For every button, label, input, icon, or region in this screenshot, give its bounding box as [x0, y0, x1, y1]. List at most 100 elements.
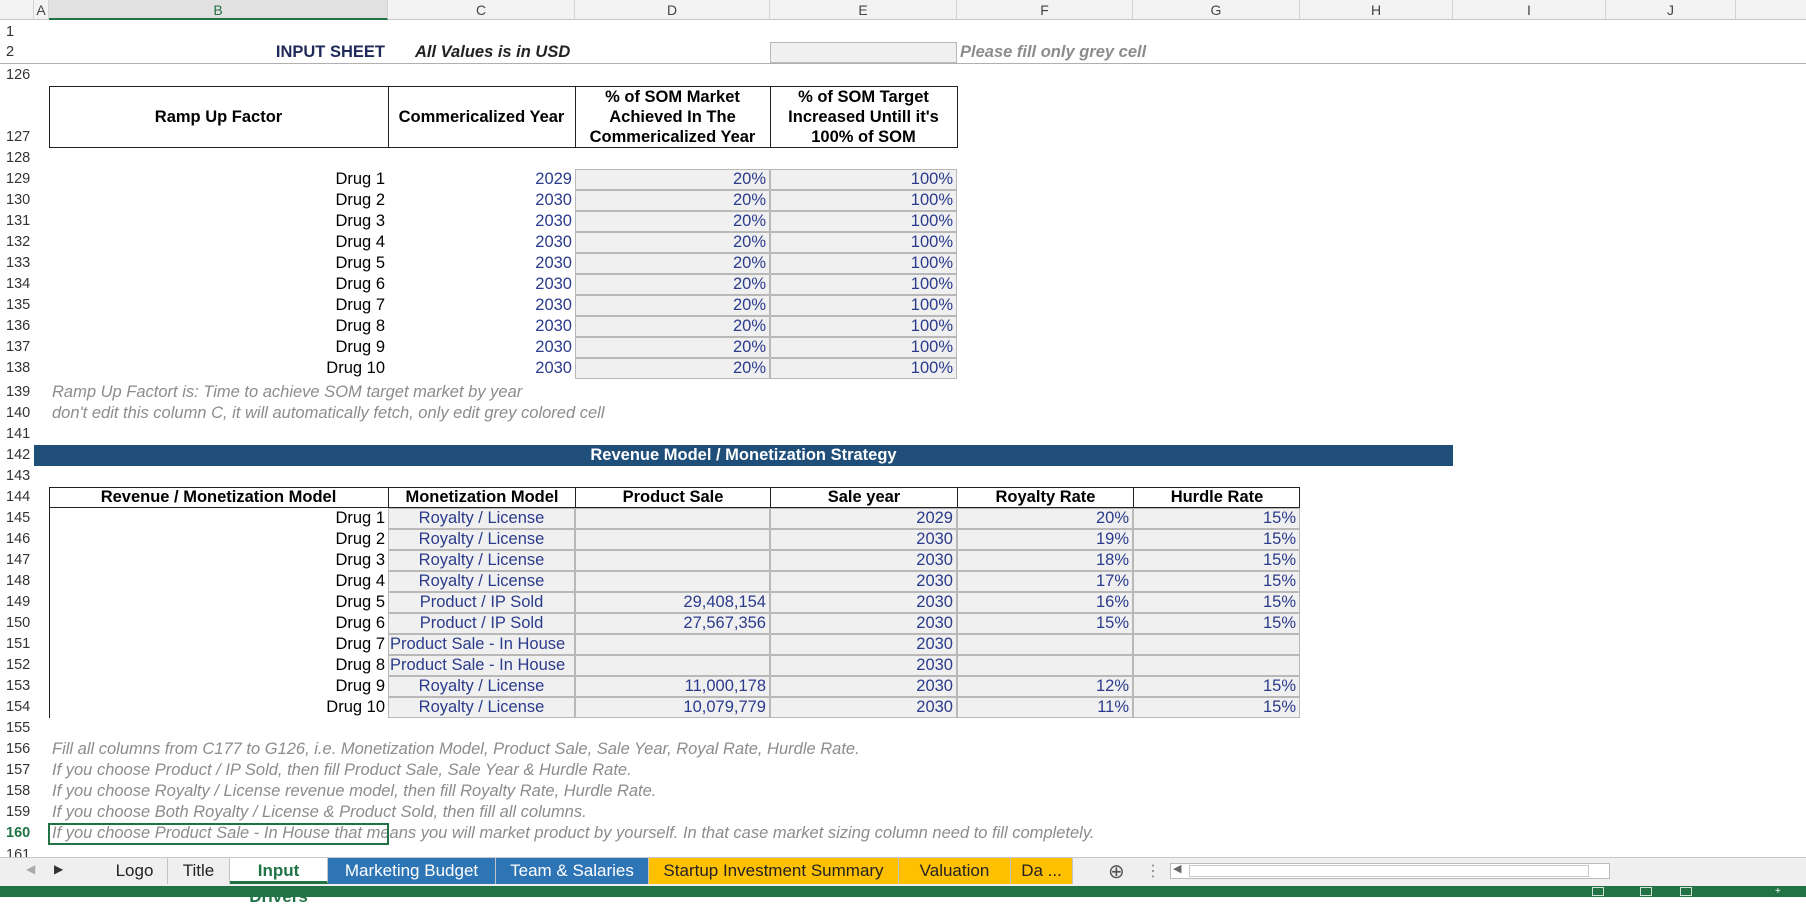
column-header-g[interactable]: G: [1133, 0, 1300, 20]
sheet-tab[interactable]: Marketing Budget: [328, 858, 496, 884]
hurdle-rate-input[interactable]: 15%: [1133, 550, 1300, 571]
product-sale-input[interactable]: 11,000,178: [575, 676, 770, 697]
hurdle-rate-input[interactable]: 15%: [1133, 592, 1300, 613]
hurdle-rate-input[interactable]: [1133, 655, 1300, 676]
row-header[interactable]: 144: [0, 487, 34, 508]
royalty-rate-input[interactable]: 12%: [957, 676, 1133, 697]
sheet-tab[interactable]: Team & Salaries: [496, 858, 649, 884]
monetization-model-select[interactable]: Product / IP Sold: [388, 613, 575, 634]
rampup-som-target-input[interactable]: 100%: [770, 316, 957, 337]
monetization-model-select[interactable]: Royalty / License: [388, 571, 575, 592]
sale-year-input[interactable]: 2030: [770, 697, 957, 718]
row-header[interactable]: 151: [0, 634, 34, 655]
sheet-tab[interactable]: Logo: [102, 858, 168, 884]
rampup-som-achieved-input[interactable]: 20%: [575, 169, 770, 190]
page-layout-icon[interactable]: [1640, 887, 1652, 896]
row-header[interactable]: 136: [0, 316, 34, 337]
sale-year-input[interactable]: 2030: [770, 634, 957, 655]
row-header[interactable]: 145: [0, 508, 34, 529]
zoom-in-icon[interactable]: +: [1775, 886, 1781, 897]
rampup-som-target-input[interactable]: 100%: [770, 190, 957, 211]
sale-year-input[interactable]: 2030: [770, 592, 957, 613]
product-sale-input[interactable]: 10,079,779: [575, 697, 770, 718]
rampup-som-achieved-input[interactable]: 20%: [575, 232, 770, 253]
row-header[interactable]: 155: [0, 718, 34, 739]
row-header[interactable]: 160: [0, 823, 34, 844]
royalty-rate-input[interactable]: 17%: [957, 571, 1133, 592]
row-header[interactable]: 146: [0, 529, 34, 550]
monetization-model-select[interactable]: Royalty / License: [388, 676, 575, 697]
row-header[interactable]: 135: [0, 295, 34, 316]
row-header[interactable]: 150: [0, 613, 34, 634]
scroll-left-arrow-icon[interactable]: ◀: [1173, 863, 1182, 875]
column-header-e[interactable]: E: [770, 0, 957, 20]
row-header[interactable]: 153: [0, 676, 34, 697]
row-header[interactable]: 128: [0, 148, 34, 168]
royalty-rate-input[interactable]: 11%: [957, 697, 1133, 718]
row-header[interactable]: 152: [0, 655, 34, 676]
row-header[interactable]: 138: [0, 358, 34, 379]
column-header-f[interactable]: F: [957, 0, 1133, 20]
row-header[interactable]: 157: [0, 760, 34, 781]
row-header[interactable]: 149: [0, 592, 34, 613]
tab-scroll-left-icon[interactable]: ◀: [26, 862, 36, 876]
scrollbar-thumb[interactable]: [1189, 865, 1589, 877]
column-header-i[interactable]: I: [1453, 0, 1606, 20]
hurdle-rate-input[interactable]: 15%: [1133, 676, 1300, 697]
row-header[interactable]: 2: [0, 42, 34, 63]
rampup-som-target-input[interactable]: 100%: [770, 337, 957, 358]
rampup-som-achieved-input[interactable]: 20%: [575, 274, 770, 295]
hurdle-rate-input[interactable]: 15%: [1133, 508, 1300, 529]
sheet-tab[interactable]: Input Drivers: [230, 858, 328, 906]
row-header[interactable]: 129: [0, 169, 34, 190]
royalty-rate-input[interactable]: 15%: [957, 613, 1133, 634]
monetization-model-select[interactable]: Royalty / License: [388, 508, 575, 529]
monetization-model-select[interactable]: Royalty / License: [388, 697, 575, 718]
active-cell-selection[interactable]: [48, 823, 389, 845]
rampup-som-target-input[interactable]: 100%: [770, 253, 957, 274]
rampup-som-target-input[interactable]: 100%: [770, 274, 957, 295]
monetization-model-select[interactable]: Product / IP Sold: [388, 592, 575, 613]
column-header-c[interactable]: C: [388, 0, 575, 20]
row-header[interactable]: 137: [0, 337, 34, 358]
rampup-som-target-input[interactable]: 100%: [770, 211, 957, 232]
row-header[interactable]: 126: [0, 65, 34, 85]
product-sale-input[interactable]: [575, 508, 770, 529]
rampup-som-achieved-input[interactable]: 20%: [575, 337, 770, 358]
rampup-som-achieved-input[interactable]: 20%: [575, 253, 770, 274]
sale-year-input[interactable]: 2030: [770, 550, 957, 571]
monetization-model-select[interactable]: Product Sale - In House: [388, 634, 575, 655]
row-header[interactable]: 142: [0, 445, 34, 466]
page-break-icon[interactable]: [1680, 887, 1692, 896]
spreadsheet-grid[interactable]: A B C D E F G H I J 1 2 126 127 128 INPU…: [0, 0, 1806, 857]
hurdle-rate-input[interactable]: 15%: [1133, 697, 1300, 718]
example-grey-cell[interactable]: [770, 42, 957, 63]
row-header[interactable]: 131: [0, 211, 34, 232]
row-header[interactable]: 143: [0, 466, 34, 487]
sale-year-input[interactable]: 2030: [770, 676, 957, 697]
row-header[interactable]: 147: [0, 550, 34, 571]
royalty-rate-input[interactable]: 20%: [957, 508, 1133, 529]
monetization-model-select[interactable]: Royalty / License: [388, 550, 575, 571]
rampup-som-target-input[interactable]: 100%: [770, 232, 957, 253]
column-header-d[interactable]: D: [575, 0, 770, 20]
column-header-h[interactable]: H: [1300, 0, 1453, 20]
hurdle-rate-input[interactable]: 15%: [1133, 571, 1300, 592]
row-header[interactable]: 159: [0, 802, 34, 823]
rampup-som-target-input[interactable]: 100%: [770, 358, 957, 379]
hurdle-rate-input[interactable]: 15%: [1133, 613, 1300, 634]
royalty-rate-input[interactable]: [957, 655, 1133, 676]
sheet-tab[interactable]: Title: [168, 858, 230, 884]
hurdle-rate-input[interactable]: 15%: [1133, 529, 1300, 550]
product-sale-input[interactable]: [575, 550, 770, 571]
tab-scroll-right-icon[interactable]: ▶: [54, 862, 64, 876]
sheet-tab[interactable]: Startup Investment Summary: [649, 858, 899, 884]
sheet-tab[interactable]: Da ...: [1011, 858, 1073, 884]
row-header[interactable]: 132: [0, 232, 34, 253]
row-header[interactable]: 156: [0, 739, 34, 760]
product-sale-input[interactable]: 27,567,356: [575, 613, 770, 634]
add-sheet-icon[interactable]: ⊕: [1108, 861, 1125, 883]
row-header[interactable]: 140: [0, 403, 34, 424]
row-header[interactable]: 154: [0, 697, 34, 718]
row-header[interactable]: 158: [0, 781, 34, 802]
